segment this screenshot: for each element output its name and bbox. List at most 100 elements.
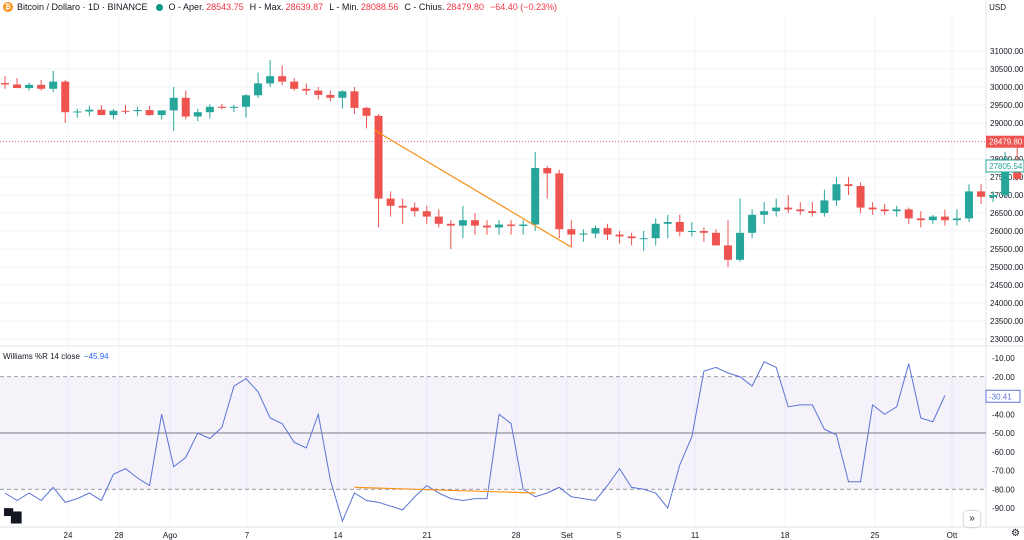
indicator-label: Williams %R 14 close	[3, 352, 80, 361]
candle-body	[639, 238, 648, 240]
candle-body	[832, 184, 841, 201]
candle-body	[675, 222, 684, 232]
price-tick-label: 23500.00	[990, 317, 1024, 326]
eye-icon[interactable]	[155, 3, 163, 11]
candle-body	[85, 109, 94, 112]
symbol-title[interactable]: Bitcoin / Dollaro · 1D · BINANCE	[17, 2, 148, 12]
time-tick-label: Ott	[947, 531, 958, 540]
wr-last-label: -30.41	[989, 392, 1012, 401]
last-price-label: 28479.80	[989, 138, 1023, 147]
wr-tick-label: -60.00	[992, 448, 1015, 457]
price-tick-label: 26000.00	[990, 227, 1024, 236]
candle-body	[109, 110, 118, 116]
candle-body	[1001, 159, 1010, 195]
candle-body	[699, 231, 708, 233]
candle-body	[483, 225, 491, 228]
time-tick-label: 5	[617, 531, 622, 540]
candle-body	[290, 81, 299, 89]
low-value: 28088.56	[360, 2, 399, 12]
currency-label[interactable]: USD	[989, 3, 1006, 12]
price-tick-label: 25000.00	[990, 263, 1024, 272]
candle-body	[446, 223, 455, 226]
wr-tick-label: -90.00	[992, 504, 1015, 513]
candle-body	[615, 234, 624, 237]
candle-body	[49, 81, 58, 89]
bitcoin-icon: ₿	[3, 2, 13, 12]
wr-tick-label: -50.00	[992, 429, 1015, 438]
open-label: O - Aper.	[168, 2, 205, 12]
candle-body	[519, 224, 528, 226]
candle-body	[965, 191, 973, 219]
price-tick-label: 27000.00	[990, 191, 1024, 200]
candle-body	[169, 97, 178, 111]
open-value: 28543.75	[206, 2, 244, 12]
price-tick-label: 23000.00	[990, 335, 1024, 344]
candle-body	[495, 224, 504, 228]
time-tick-label: 11	[691, 531, 700, 540]
candle-body	[928, 216, 937, 221]
candle-body	[386, 198, 395, 206]
tradingview-logo[interactable]: ▀▆	[4, 508, 21, 523]
candle-body	[25, 84, 34, 89]
wr-tick-label: -40.00	[992, 410, 1015, 419]
candle-body	[952, 218, 961, 221]
indicator-legend[interactable]: Williams %R 14 close −45.94	[3, 352, 109, 361]
candle-body	[591, 228, 600, 234]
time-tick-label: 28	[115, 531, 124, 540]
candle-body	[724, 245, 732, 260]
candle-body	[217, 106, 226, 108]
candle-body	[543, 168, 552, 174]
candle-body	[97, 109, 106, 116]
candle-body	[266, 76, 275, 84]
candle-body	[868, 207, 877, 210]
candle-body	[133, 110, 142, 112]
candle-body	[627, 236, 636, 239]
gear-icon[interactable]: ⚙	[1011, 528, 1020, 539]
candle-body	[784, 207, 793, 210]
candle-body	[531, 168, 540, 225]
candle-body	[687, 231, 696, 232]
legend-header: ₿ Bitcoin / Dollaro · 1D · BINANCE O - A…	[0, 0, 563, 14]
candle-body	[73, 111, 82, 113]
candle-body	[181, 97, 190, 117]
wr-tick-label: -80.00	[992, 485, 1015, 494]
candle-body	[880, 209, 889, 212]
candle-body	[555, 173, 564, 230]
price-tick-label: 25500.00	[990, 245, 1024, 254]
candle-body	[121, 110, 130, 112]
time-tick-label: Set	[561, 531, 574, 540]
scroll-right-button[interactable]: »	[964, 511, 980, 527]
candle-body	[302, 88, 311, 91]
time-tick-label: 24	[64, 531, 73, 540]
candle-body	[772, 207, 781, 212]
candle-body	[1, 83, 9, 85]
candle-body	[410, 207, 419, 212]
candle-body	[458, 220, 467, 226]
wr-tick-label: -70.00	[992, 467, 1015, 476]
candle-body	[651, 223, 660, 239]
candle-body	[338, 91, 347, 98]
wr-tick-label: -10.00	[992, 354, 1015, 363]
low-label: L - Min.	[329, 2, 359, 12]
time-tick-label: 28	[512, 531, 521, 540]
wr-tick-label: -20.00	[992, 373, 1015, 382]
current-price-badge	[985, 159, 1024, 173]
price-tick-label: 29000.00	[990, 119, 1024, 128]
candle-body	[193, 112, 202, 117]
candle-body	[362, 107, 371, 116]
price-trendline	[374, 129, 572, 248]
price-tick-label: 31000.00	[990, 47, 1024, 56]
candle-body	[434, 216, 443, 224]
candle-body	[989, 195, 998, 197]
candle-body	[663, 222, 672, 224]
time-tick-label: 7	[245, 531, 250, 540]
candle-body	[916, 218, 925, 221]
close-label: C - Chius.	[404, 2, 445, 12]
candle-body	[940, 216, 949, 221]
candle-body	[398, 205, 407, 208]
candle-body	[470, 220, 479, 226]
price-tick-label: 29500.00	[990, 101, 1024, 110]
candle-body	[567, 229, 576, 235]
candle-body	[374, 115, 383, 199]
